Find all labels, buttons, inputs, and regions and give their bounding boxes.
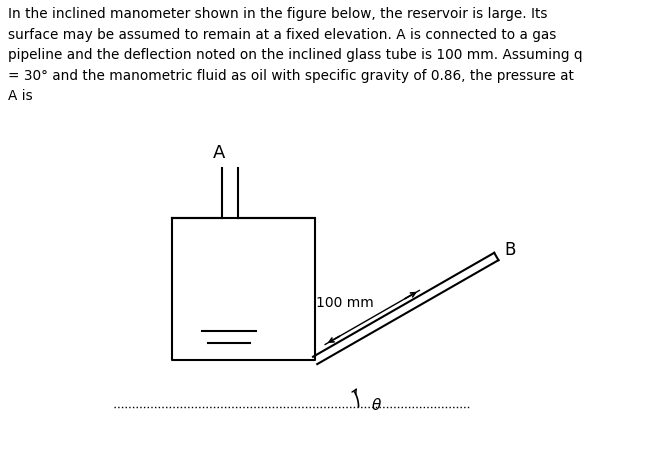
Text: θ: θ	[371, 398, 381, 413]
Text: 100 mm: 100 mm	[316, 295, 374, 310]
Text: A: A	[213, 144, 225, 162]
Text: B: B	[504, 241, 516, 259]
Text: In the inclined manometer shown in the figure below, the reservoir is large. Its: In the inclined manometer shown in the f…	[8, 7, 582, 104]
